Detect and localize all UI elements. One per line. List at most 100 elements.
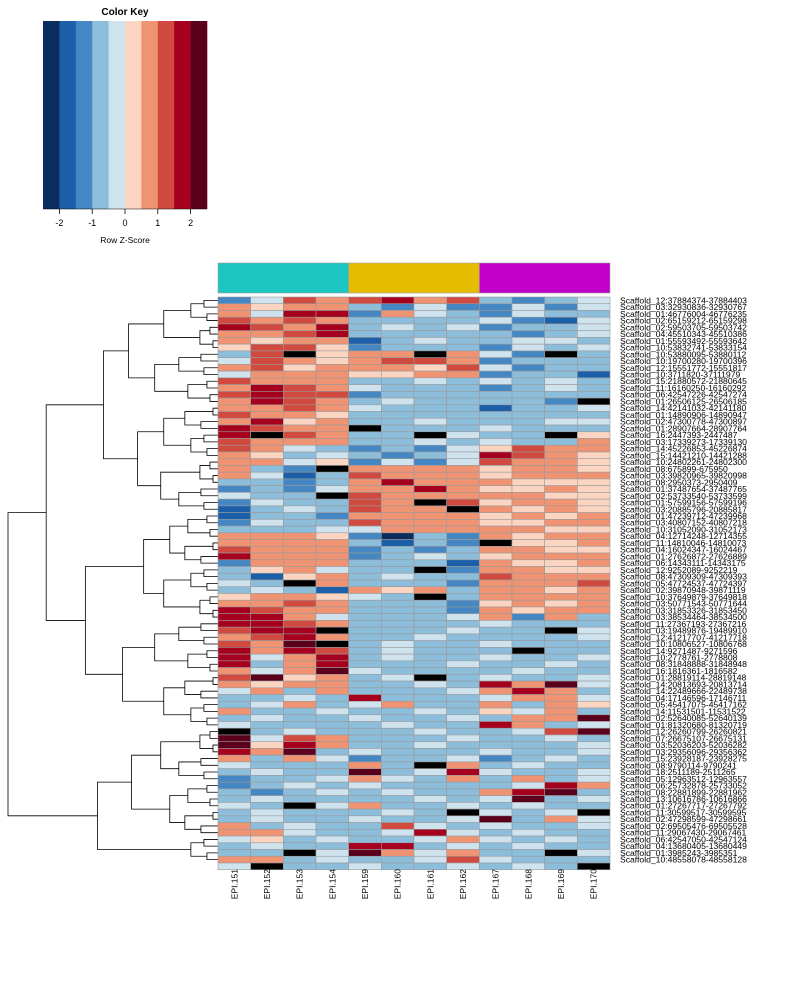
heatmap-cell	[348, 296, 382, 305]
heatmap-cell	[217, 323, 251, 331]
heatmap-cell	[413, 519, 447, 527]
heatmap-cell	[511, 343, 545, 352]
heatmap-cell	[413, 485, 447, 493]
heatmap-cell	[446, 700, 480, 709]
row-label: Scaffold_06:14343111-14343175	[620, 558, 746, 568]
heatmap-cell	[381, 822, 415, 830]
heatmap-cell	[544, 855, 578, 864]
heatmap-cell	[381, 862, 415, 871]
heatmap-cell	[217, 370, 251, 379]
heatmap-cell	[446, 377, 480, 385]
heatmap-cell	[511, 296, 545, 305]
heatmap-cell	[511, 330, 545, 338]
heatmap-cell	[348, 350, 382, 358]
heatmap-cell	[381, 586, 415, 594]
heatmap-cell	[446, 761, 480, 769]
dendrogram-branch	[184, 411, 213, 426]
heatmap-cell	[446, 458, 480, 466]
column-label: EPI.168	[523, 869, 533, 900]
heatmap-cell	[283, 640, 317, 648]
heatmap-cell	[381, 404, 415, 412]
heatmap-cell	[544, 532, 578, 540]
heatmap-cell	[446, 741, 480, 749]
row-label: Scaffold_11:14810046-14810073	[620, 538, 747, 548]
heatmap-cell	[381, 512, 415, 520]
heatmap-cell	[348, 546, 382, 554]
heatmap-cell	[413, 478, 447, 486]
heatmap-cell	[250, 525, 284, 534]
heatmap-cell	[446, 606, 480, 614]
heatmap-cell	[413, 323, 447, 331]
heatmap-cell	[283, 714, 317, 722]
heatmap-cell	[283, 849, 317, 857]
heatmap-cell	[544, 714, 578, 722]
heatmap-cell	[283, 633, 317, 641]
heatmap-cell	[217, 714, 251, 722]
heatmap-cell	[577, 552, 611, 561]
heatmap-cell	[315, 525, 349, 534]
heatmap-cell	[381, 734, 415, 743]
heatmap-cell	[217, 795, 251, 803]
heatmap-cell	[413, 458, 447, 466]
heatmap-cell	[446, 525, 480, 534]
heatmap-cell	[577, 667, 611, 675]
heatmap-cell	[446, 586, 480, 594]
heatmap-cell	[479, 748, 513, 756]
heatmap-cell	[217, 343, 251, 352]
heatmap-cell	[544, 802, 578, 810]
heatmap-cell	[479, 694, 513, 702]
heatmap-cell	[544, 451, 578, 460]
heatmap-cell	[217, 653, 251, 662]
heatmap-cell	[315, 350, 349, 358]
heatmap-cell	[250, 640, 284, 648]
heatmap-cell	[544, 754, 578, 763]
heatmap-cell	[348, 768, 382, 776]
heatmap-cell	[250, 310, 284, 318]
heatmap-cell	[348, 862, 382, 871]
heatmap-cell	[577, 862, 611, 871]
row-label: Scaffold_01:55593492-55593642	[620, 336, 747, 346]
heatmap-cell	[283, 674, 317, 682]
heatmap-cell	[544, 687, 578, 695]
heatmap-cell	[511, 741, 545, 749]
heatmap-cell	[381, 653, 415, 662]
heatmap-cell	[315, 343, 349, 352]
heatmap-cell	[577, 532, 611, 540]
heatmap-cell	[446, 465, 480, 473]
heatmap-cell	[381, 855, 415, 864]
heatmap-cell	[217, 303, 251, 311]
heatmap-cell	[217, 465, 251, 473]
heatmap-cell	[479, 734, 513, 743]
dendrogram-branch	[160, 741, 200, 770]
heatmap-cell	[577, 377, 611, 385]
heatmap-cell	[511, 674, 545, 682]
heatmap-cell	[577, 337, 611, 345]
heatmap-cell	[479, 808, 513, 817]
heatmap-cell	[577, 734, 611, 743]
heatmap-cell	[479, 781, 513, 790]
heatmap-cell	[315, 633, 349, 641]
heatmap-cell	[381, 727, 415, 736]
heatmap-cell	[217, 835, 251, 844]
heatmap-cell	[217, 485, 251, 493]
heatmap-cell	[250, 815, 284, 823]
heatmap-cell	[413, 391, 447, 399]
heatmap-cell	[446, 768, 480, 776]
heatmap-cell	[544, 330, 578, 338]
heatmap-cell	[381, 357, 415, 365]
heatmap-cell	[250, 444, 284, 453]
color-key-tick-label: -2	[55, 218, 63, 228]
heatmap-cell	[250, 370, 284, 379]
row-label: Scaffold_06:42547226-42547274	[620, 390, 747, 400]
heatmap-cell	[217, 707, 251, 716]
heatmap-cell	[348, 829, 382, 837]
heatmap-cell	[413, 795, 447, 803]
heatmap-cell	[446, 471, 480, 480]
heatmap-cell	[315, 802, 349, 810]
heatmap-cell	[283, 667, 317, 675]
heatmap-cell	[413, 613, 447, 621]
dendrogram-branch	[163, 687, 191, 716]
column-labels: EPI.151 EPI.152 EPI.153 EPI.154 EPI.159 EPI.1…	[229, 869, 598, 900]
row-label: Scaffold_12:41217707-41217718	[620, 632, 747, 642]
heatmap-cell	[381, 620, 415, 628]
